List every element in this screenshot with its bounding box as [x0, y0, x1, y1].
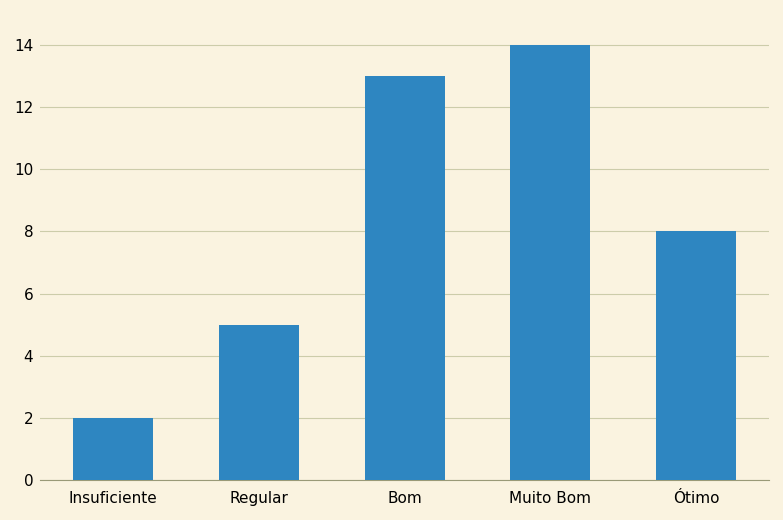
Bar [219, 324, 299, 480]
Bar [511, 45, 590, 480]
Bar [656, 231, 736, 480]
Bar [74, 418, 153, 480]
Bar [365, 76, 445, 480]
